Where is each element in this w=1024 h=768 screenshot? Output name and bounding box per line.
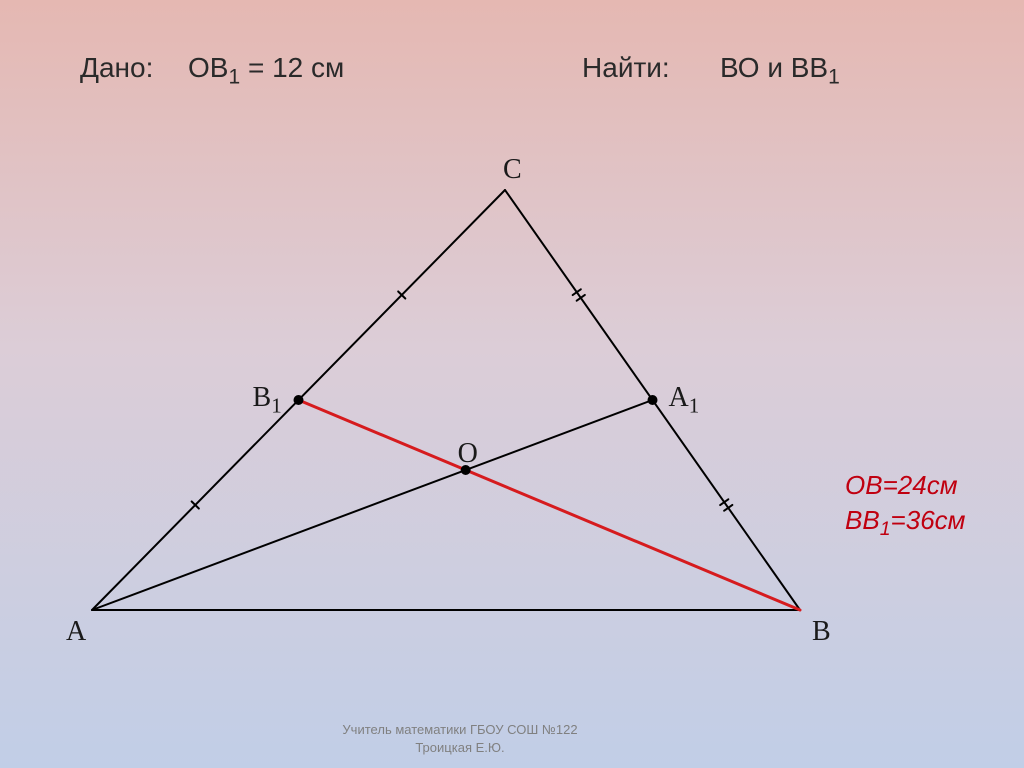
point-a1 xyxy=(648,395,658,405)
label-a1: A1 xyxy=(669,382,700,419)
tick-mark xyxy=(577,295,585,301)
label-o: O xyxy=(458,438,478,470)
label-b: B xyxy=(812,616,831,648)
point-b1 xyxy=(294,395,304,405)
tick-mark xyxy=(720,499,728,505)
tick-mark xyxy=(724,505,732,511)
tick-mark xyxy=(573,289,581,295)
label-c: C xyxy=(503,154,522,186)
label-a: A xyxy=(66,616,86,648)
slide: Дано:ОВ1 = 12 смНайти:ВО и ВВ1ОВ=24смВВ1… xyxy=(0,0,1024,768)
label-b1: B1 xyxy=(253,382,282,419)
geometry-figure xyxy=(0,0,1024,768)
